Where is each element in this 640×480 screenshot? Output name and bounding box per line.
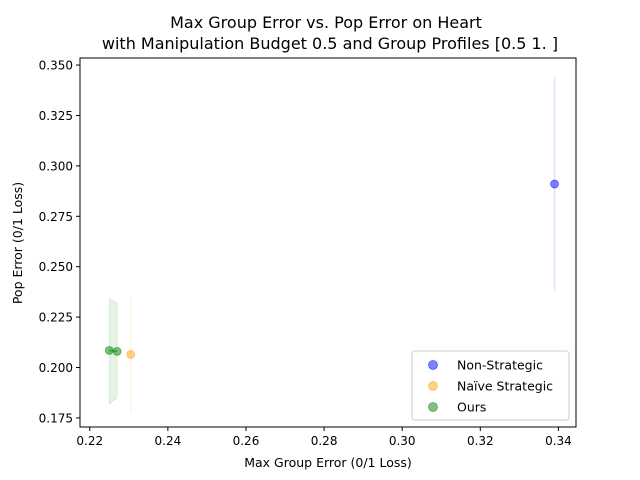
y-axis-label: Pop Error (0/1 Loss) <box>10 182 25 304</box>
y-tick-label: 0.200 <box>39 361 73 375</box>
x-tick-label: 0.22 <box>76 434 103 448</box>
data-point-2-1 <box>112 346 122 356</box>
y-tick-label: 0.325 <box>39 109 73 123</box>
legend-label-0: Non-Strategic <box>457 358 543 373</box>
y-tick-label: 0.250 <box>39 260 73 274</box>
y-tick-label: 0.275 <box>39 210 73 224</box>
legend-marker-0 <box>428 360 438 370</box>
x-tick-label: 0.34 <box>545 434 572 448</box>
chart-title-line1: Max Group Error vs. Pop Error on Heart <box>170 13 482 32</box>
y-tick-label: 0.225 <box>39 311 73 325</box>
x-axis-ticks: 0.22 0.24 0.26 0.28 0.30 0.32 0.34 <box>76 427 572 448</box>
y-tick-label: 0.300 <box>39 159 73 173</box>
legend-frame <box>411 350 570 421</box>
data-points <box>104 179 559 359</box>
legend: Non-Strategic Naïve Strategic Ours <box>411 350 570 421</box>
x-axis-label: Max Group Error (0/1 Loss) <box>244 455 412 470</box>
y-tick-label: 0.350 <box>39 59 73 73</box>
y-tick-label: 0.175 <box>39 411 73 425</box>
x-tick-label: 0.24 <box>155 434 182 448</box>
legend-label-2: Ours <box>457 400 486 415</box>
chart-title-line2: with Manipulation Budget 0.5 and Group P… <box>102 34 558 53</box>
y-axis-ticks: 0.175 0.200 0.225 0.250 0.275 0.300 0.325 0.350 <box>39 59 80 425</box>
x-tick-label: 0.28 <box>311 434 338 448</box>
data-point-2-0 <box>104 345 114 355</box>
legend-marker-1 <box>428 381 438 391</box>
legend-label-1: Naïve Strategic <box>457 379 553 394</box>
plot-frame <box>79 57 577 428</box>
data-point-0-0 <box>550 179 559 189</box>
data-point-1-0 <box>126 350 136 359</box>
x-tick-label: 0.30 <box>389 434 416 448</box>
x-tick-label: 0.26 <box>233 434 260 448</box>
legend-marker-2 <box>428 402 438 412</box>
x-tick-label: 0.32 <box>467 434 494 448</box>
